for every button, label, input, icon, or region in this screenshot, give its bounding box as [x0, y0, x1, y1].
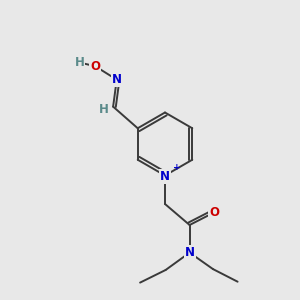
- Text: N: N: [184, 246, 195, 259]
- Text: N: N: [160, 170, 170, 183]
- Text: H: H: [99, 103, 109, 116]
- Text: O: O: [90, 60, 100, 73]
- Text: N: N: [112, 73, 122, 86]
- Text: H: H: [75, 56, 85, 69]
- Text: O: O: [209, 206, 219, 219]
- Text: +: +: [173, 164, 181, 172]
